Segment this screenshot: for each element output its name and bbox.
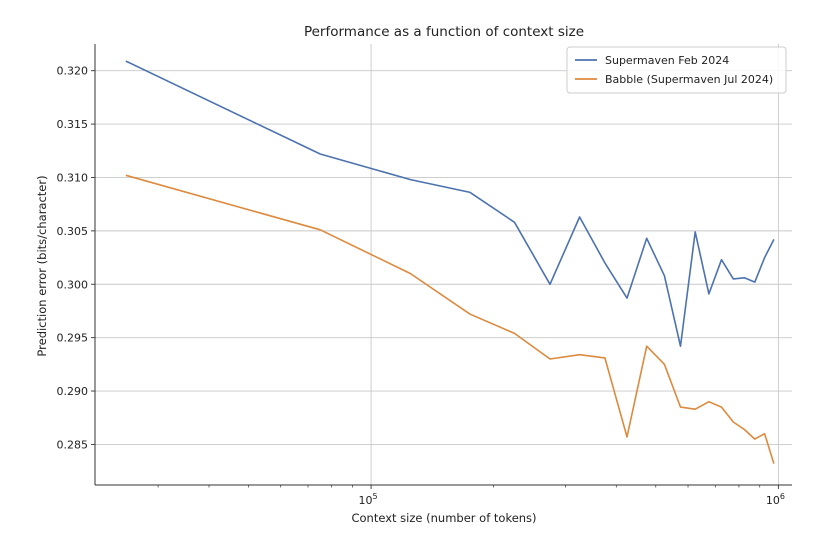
y-tick-label: 0.290: [57, 385, 89, 398]
series-lines: [125, 60, 775, 464]
series-line-2: [125, 174, 775, 464]
series-line-1: [125, 60, 775, 348]
y-ticks: 0.285 0.290 0.295 0.300 0.305 0.310 0.315 0.320: [57, 65, 95, 451]
y-tick-label: 0.300: [57, 278, 89, 291]
y-tick-label: 0.320: [57, 65, 89, 78]
y-tick-label: 0.310: [57, 171, 89, 184]
x-tick-label: 105: [359, 492, 378, 507]
y-tick-label: 0.285: [57, 438, 89, 451]
y-tick-label: 0.295: [57, 332, 89, 345]
x-ticks: 105 106: [157, 485, 785, 507]
legend: Supermaven Feb 2024 Babble (Supermaven Ju…: [566, 46, 787, 94]
axes: [94, 44, 792, 486]
legend-label: Babble (Supermaven Jul 2024): [605, 73, 773, 86]
y-axis-label: Prediction error (bits/character): [35, 175, 49, 356]
legend-label: Supermaven Feb 2024: [605, 54, 729, 67]
y-tick-label: 0.315: [57, 118, 89, 131]
y-tick-label: 0.305: [57, 225, 89, 238]
x-axis-label: Context size (number of tokens): [351, 511, 536, 525]
chart-title: Performance as a function of context siz…: [304, 24, 584, 40]
grid-lines: [95, 44, 792, 485]
x-tick-label: 106: [766, 492, 785, 507]
legend-box: [566, 46, 787, 94]
